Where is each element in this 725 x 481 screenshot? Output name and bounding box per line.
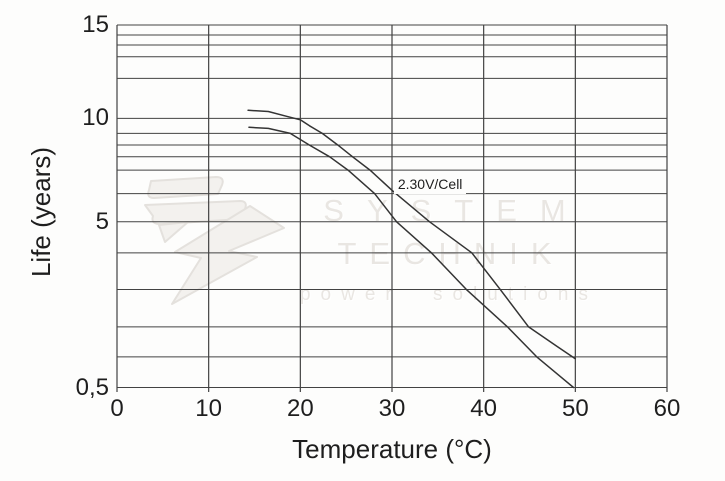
series-lower-curve [248, 126, 575, 389]
watermark-title-line2: TECHNIK [337, 236, 565, 271]
series-upper-curve [247, 109, 577, 360]
lightning-logo-icon [144, 176, 285, 305]
